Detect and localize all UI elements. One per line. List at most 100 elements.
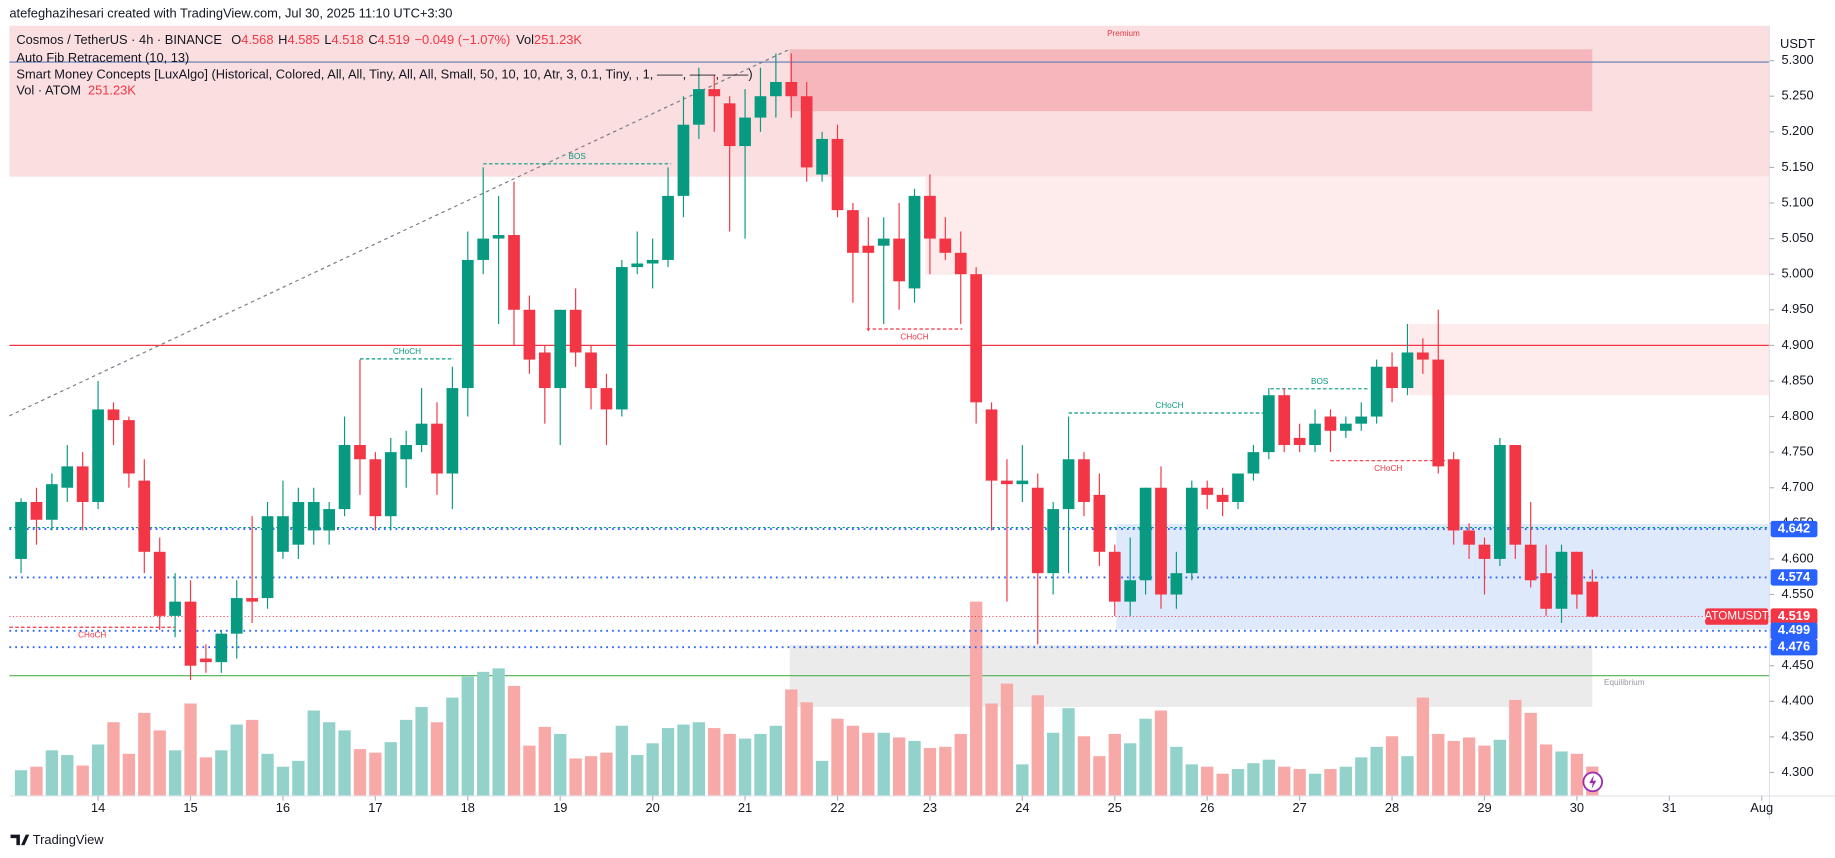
price-label-bg bbox=[1770, 520, 1818, 538]
candle-body bbox=[631, 263, 644, 268]
volume-bar bbox=[600, 752, 613, 796]
volume-bar bbox=[307, 710, 320, 796]
candle-body bbox=[1355, 416, 1368, 424]
candle-body bbox=[384, 452, 397, 517]
candle-body bbox=[1232, 473, 1244, 502]
candle-body bbox=[92, 409, 104, 502]
volume-bar bbox=[184, 703, 197, 796]
volume-bar bbox=[1046, 732, 1060, 796]
candle-body bbox=[1370, 366, 1383, 417]
y-tick-label: 4.950 bbox=[1781, 301, 1813, 316]
candle-body bbox=[415, 423, 428, 446]
zone bbox=[925, 176, 1770, 275]
volume-bar bbox=[1000, 683, 1014, 796]
candle-body bbox=[816, 138, 828, 175]
volume-bar bbox=[631, 754, 644, 796]
volume-bar bbox=[769, 725, 783, 796]
volume-bar bbox=[1478, 745, 1491, 796]
volume-bar bbox=[661, 728, 675, 796]
structure-label: BOS bbox=[1311, 377, 1329, 386]
candle-body bbox=[770, 81, 782, 97]
y-tick-label: 4.300 bbox=[1781, 764, 1813, 779]
volume-bar bbox=[1108, 733, 1121, 796]
structure-label: BOS bbox=[569, 152, 587, 161]
legend-line: Cosmos / TetherUS · 4h · BINANCE O4.568 H4… bbox=[16, 32, 582, 47]
volume-bar bbox=[1062, 708, 1075, 796]
volume-bar bbox=[1216, 773, 1229, 796]
volume-bar bbox=[831, 718, 844, 796]
candle-body bbox=[1386, 366, 1398, 389]
volume-bar bbox=[785, 689, 798, 796]
candle-body bbox=[1401, 352, 1414, 389]
volume-bar bbox=[384, 742, 397, 796]
candle-body bbox=[1494, 445, 1506, 559]
volume-bar bbox=[199, 757, 213, 796]
volume-bar bbox=[353, 749, 367, 796]
price-label-bg bbox=[1770, 569, 1818, 586]
volume-bar bbox=[646, 743, 659, 796]
candle-body bbox=[693, 89, 705, 125]
candle-body bbox=[153, 551, 166, 616]
volume-bar bbox=[1247, 763, 1260, 796]
ohlc-value: 4.518 bbox=[331, 32, 363, 47]
volume-bar bbox=[754, 733, 767, 796]
volume-bar bbox=[91, 744, 105, 796]
volume-bar bbox=[430, 722, 444, 796]
volume-bar bbox=[584, 756, 598, 796]
candle-body bbox=[477, 238, 490, 260]
candle-body bbox=[30, 501, 43, 520]
x-tick-label: 26 bbox=[1200, 800, 1214, 815]
volume-bar bbox=[1231, 769, 1245, 796]
candle-body bbox=[1509, 445, 1522, 545]
candle-body bbox=[123, 420, 135, 474]
volume-bar bbox=[954, 733, 967, 796]
vol-value: 251.23K bbox=[88, 83, 136, 98]
candle-body bbox=[939, 238, 952, 253]
volume-bar bbox=[446, 697, 459, 796]
structure-label: CHoCH bbox=[1374, 464, 1402, 473]
candle-body bbox=[1339, 423, 1352, 431]
y-tick-label: 4.400 bbox=[1781, 693, 1813, 708]
price-label: 4.519 bbox=[1778, 608, 1810, 623]
candle-body bbox=[877, 238, 890, 246]
candle-body bbox=[523, 309, 536, 360]
candle-body bbox=[400, 445, 413, 460]
volume-bar bbox=[1355, 757, 1368, 796]
x-tick-label: 20 bbox=[645, 800, 659, 815]
candle-body bbox=[431, 423, 443, 474]
ohlc-key: L bbox=[324, 32, 331, 47]
zone-label: Equilibrium bbox=[1604, 678, 1645, 687]
structure-label: CHoCH bbox=[1155, 401, 1183, 410]
y-tick-label: 5.300 bbox=[1781, 52, 1813, 67]
candle-body bbox=[323, 509, 336, 531]
candle-body bbox=[954, 252, 967, 275]
ohlc-value: 4.519 bbox=[378, 32, 410, 47]
vol-name: Vol · ATOM bbox=[16, 83, 81, 98]
alert-icon[interactable] bbox=[1582, 771, 1603, 793]
candle-body bbox=[354, 445, 366, 460]
candle-body bbox=[1478, 544, 1491, 559]
volume-bar bbox=[276, 766, 290, 796]
volume-bar bbox=[985, 703, 998, 796]
candle-body bbox=[1031, 487, 1044, 574]
candle-body bbox=[554, 309, 567, 389]
volume-bar bbox=[939, 746, 952, 796]
candle-body bbox=[785, 81, 798, 97]
candle-body bbox=[924, 195, 936, 239]
y-tick-label: 5.100 bbox=[1781, 194, 1813, 209]
candle-body bbox=[1293, 437, 1306, 446]
candle-body bbox=[1108, 551, 1121, 602]
candle-body bbox=[1586, 581, 1599, 617]
candle-body bbox=[862, 245, 875, 253]
structure-label: CHoCH bbox=[393, 347, 421, 356]
volume-bar bbox=[908, 740, 921, 796]
y-tick-label: 5.200 bbox=[1781, 123, 1813, 138]
candle-body bbox=[15, 501, 27, 559]
volume-bar bbox=[1262, 759, 1275, 796]
candle-body bbox=[708, 89, 721, 97]
candle-body bbox=[1571, 551, 1583, 595]
candle-body bbox=[847, 210, 859, 253]
candle-body bbox=[538, 352, 551, 389]
x-tick-label: Aug bbox=[1750, 800, 1773, 815]
candle-body bbox=[169, 601, 181, 616]
